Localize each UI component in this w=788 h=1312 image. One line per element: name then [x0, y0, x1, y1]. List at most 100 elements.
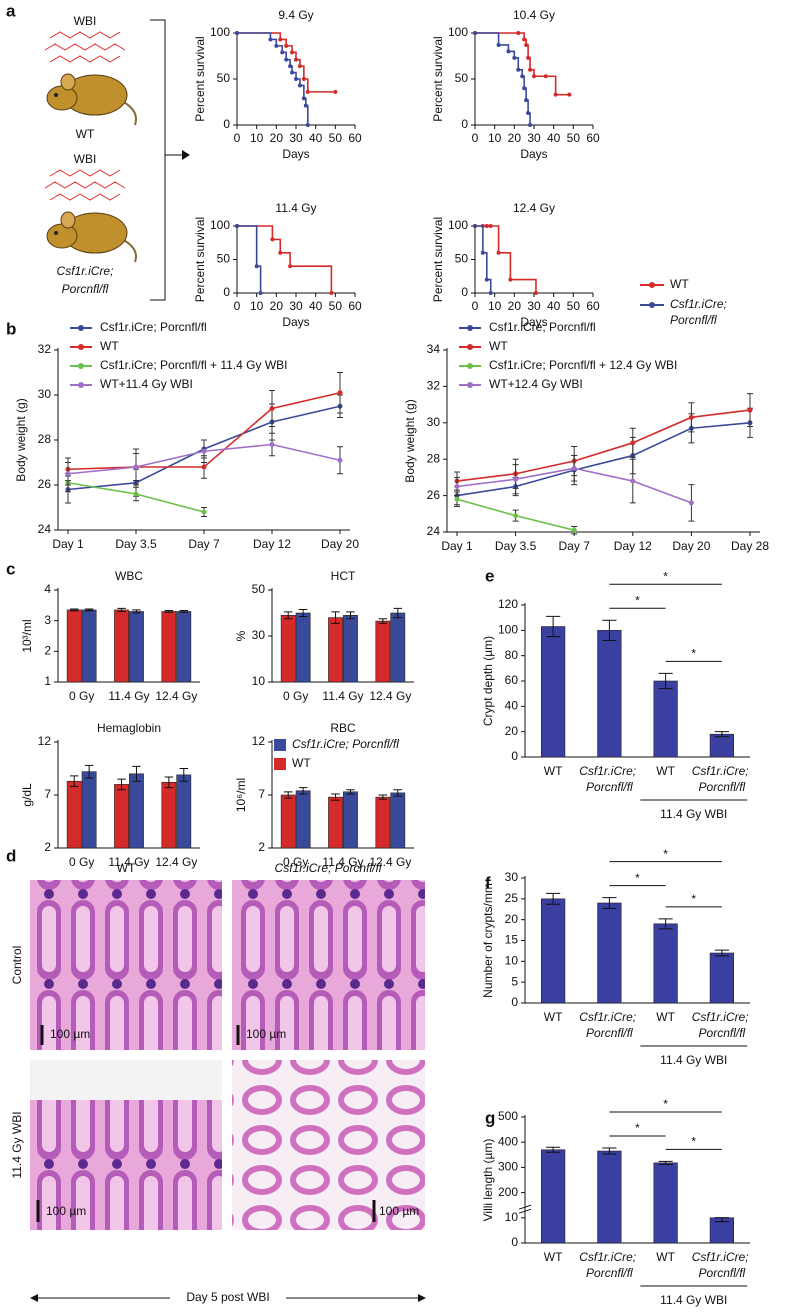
survival-point [543, 74, 548, 79]
y-tick-label: 10 [505, 954, 519, 968]
axis [57, 348, 350, 531]
point [688, 414, 694, 420]
y-axis-label: Crypt depth (µm) [481, 636, 495, 726]
error-bar [164, 610, 174, 613]
line: Csf1r.iCre; [579, 764, 639, 778]
y-axis-label: g/dL [20, 783, 34, 807]
x-tick-label: 50 [567, 299, 581, 313]
error-bar [602, 619, 617, 641]
column-label: WT [117, 861, 136, 875]
y-tick-label: 10 [505, 1210, 519, 1224]
bar [328, 617, 343, 683]
bar [541, 898, 566, 1004]
survival-point [290, 50, 295, 55]
survival-point [484, 224, 489, 228]
legend-swatch [467, 382, 473, 388]
y-tick-label: 60 [505, 673, 519, 687]
x-tick-label: Day 3.5 [115, 537, 157, 551]
y-tick-label: 50 [217, 252, 231, 266]
survival-point [288, 264, 293, 269]
x-tick-label: 0 Gy [283, 689, 308, 703]
survival-point [235, 224, 239, 228]
significance: * [635, 1121, 640, 1135]
error-bar [378, 794, 388, 800]
survival-point [496, 42, 501, 47]
x-tick-label: Day 3.5 [495, 539, 537, 553]
survival-point [280, 50, 285, 55]
scale-label: 100 µm [379, 1204, 419, 1218]
axis [446, 348, 760, 533]
legend-label: Csf1r.iCre; Porcnfl/fl [489, 320, 596, 334]
x-tick-label: 50 [329, 299, 343, 313]
survival-point [528, 123, 533, 127]
legend-label: Csf1r.iCre; Porcnfl/fl + 11.4 Gy WBI [100, 358, 288, 372]
legend-label: WT+12.4 Gy WBI [489, 377, 583, 391]
panel-label: d [6, 846, 16, 865]
error-bar [658, 672, 673, 690]
legend-label: WT [489, 339, 508, 353]
error-bar [546, 1146, 561, 1153]
x-tick-label: WT [544, 764, 563, 778]
x-tick-label: 40 [309, 131, 323, 145]
radiation [49, 55, 121, 63]
x-tick-label: Day 7 [559, 539, 591, 553]
label: WBI [74, 14, 97, 28]
y-tick-label: 30 [427, 415, 441, 429]
x-axis-label: Days [520, 315, 547, 329]
group-label: 11.4 Gy WBI [660, 807, 727, 821]
x-tick-label: Csf1r.iCre; Porcnfl/fl [579, 1250, 639, 1280]
y-tick-label: 80 [505, 648, 519, 662]
x-axis-label: Days [520, 147, 547, 161]
y-tick-label: 10 [252, 674, 266, 688]
bar [597, 1150, 622, 1244]
x-tick-label: 60 [586, 299, 600, 313]
point [747, 407, 753, 413]
bar [597, 630, 622, 758]
y-tick-label: 2 [258, 840, 265, 854]
histology: WT Csf1r.iCre; Porcnfl/fl Control 11.4 G… [10, 861, 426, 1304]
y-tick-label: 2 [44, 644, 51, 658]
line: Porcnfl/fl [699, 1026, 746, 1040]
survival-point [516, 67, 521, 72]
survival-point [329, 291, 334, 295]
y-axis-label: Percent survival [431, 217, 445, 302]
y-tick-label: 2 [44, 840, 51, 854]
bar [114, 609, 129, 683]
x-tick-label: 0 [234, 131, 241, 145]
error-bar [298, 609, 308, 617]
survival-point [290, 70, 295, 75]
x-tick-label: Day 20 [321, 537, 359, 551]
error-bar [602, 1147, 617, 1155]
survival-point [270, 237, 275, 242]
bar [709, 733, 734, 758]
y-tick-label: 26 [38, 477, 52, 491]
bar [653, 1162, 678, 1244]
error-bar [132, 765, 141, 782]
survival-point [235, 31, 239, 35]
y-tick-label: 26 [427, 488, 441, 502]
x-tick-label: 20 [270, 131, 284, 145]
x-tick-label: 20 [508, 131, 522, 145]
survival-line [237, 32, 336, 93]
x-tick-label: 11.4 Gy [322, 689, 363, 703]
x-tick-label: Day 1 [52, 537, 84, 551]
y-axis-label: % [234, 630, 248, 641]
point [201, 448, 207, 454]
y-tick-label: 0 [511, 1235, 518, 1249]
y-tick-label: 400 [498, 1134, 518, 1148]
axis [474, 224, 593, 294]
survival-point [522, 37, 527, 42]
x-tick-label: 30 [289, 131, 303, 145]
survival-point [532, 74, 536, 79]
error-bar [69, 608, 79, 612]
series-line [456, 422, 751, 497]
chart-title: WBC [115, 569, 143, 583]
caption: Day 5 post WBI [186, 1290, 269, 1304]
x-tick-label: 60 [586, 131, 600, 145]
y-axis-label: 10⁶/ml [234, 778, 248, 812]
point [454, 496, 460, 502]
survival-line [475, 225, 492, 293]
x-tick-label: 20 [270, 299, 284, 313]
y-tick-label: 30 [505, 870, 519, 884]
point [65, 471, 71, 477]
